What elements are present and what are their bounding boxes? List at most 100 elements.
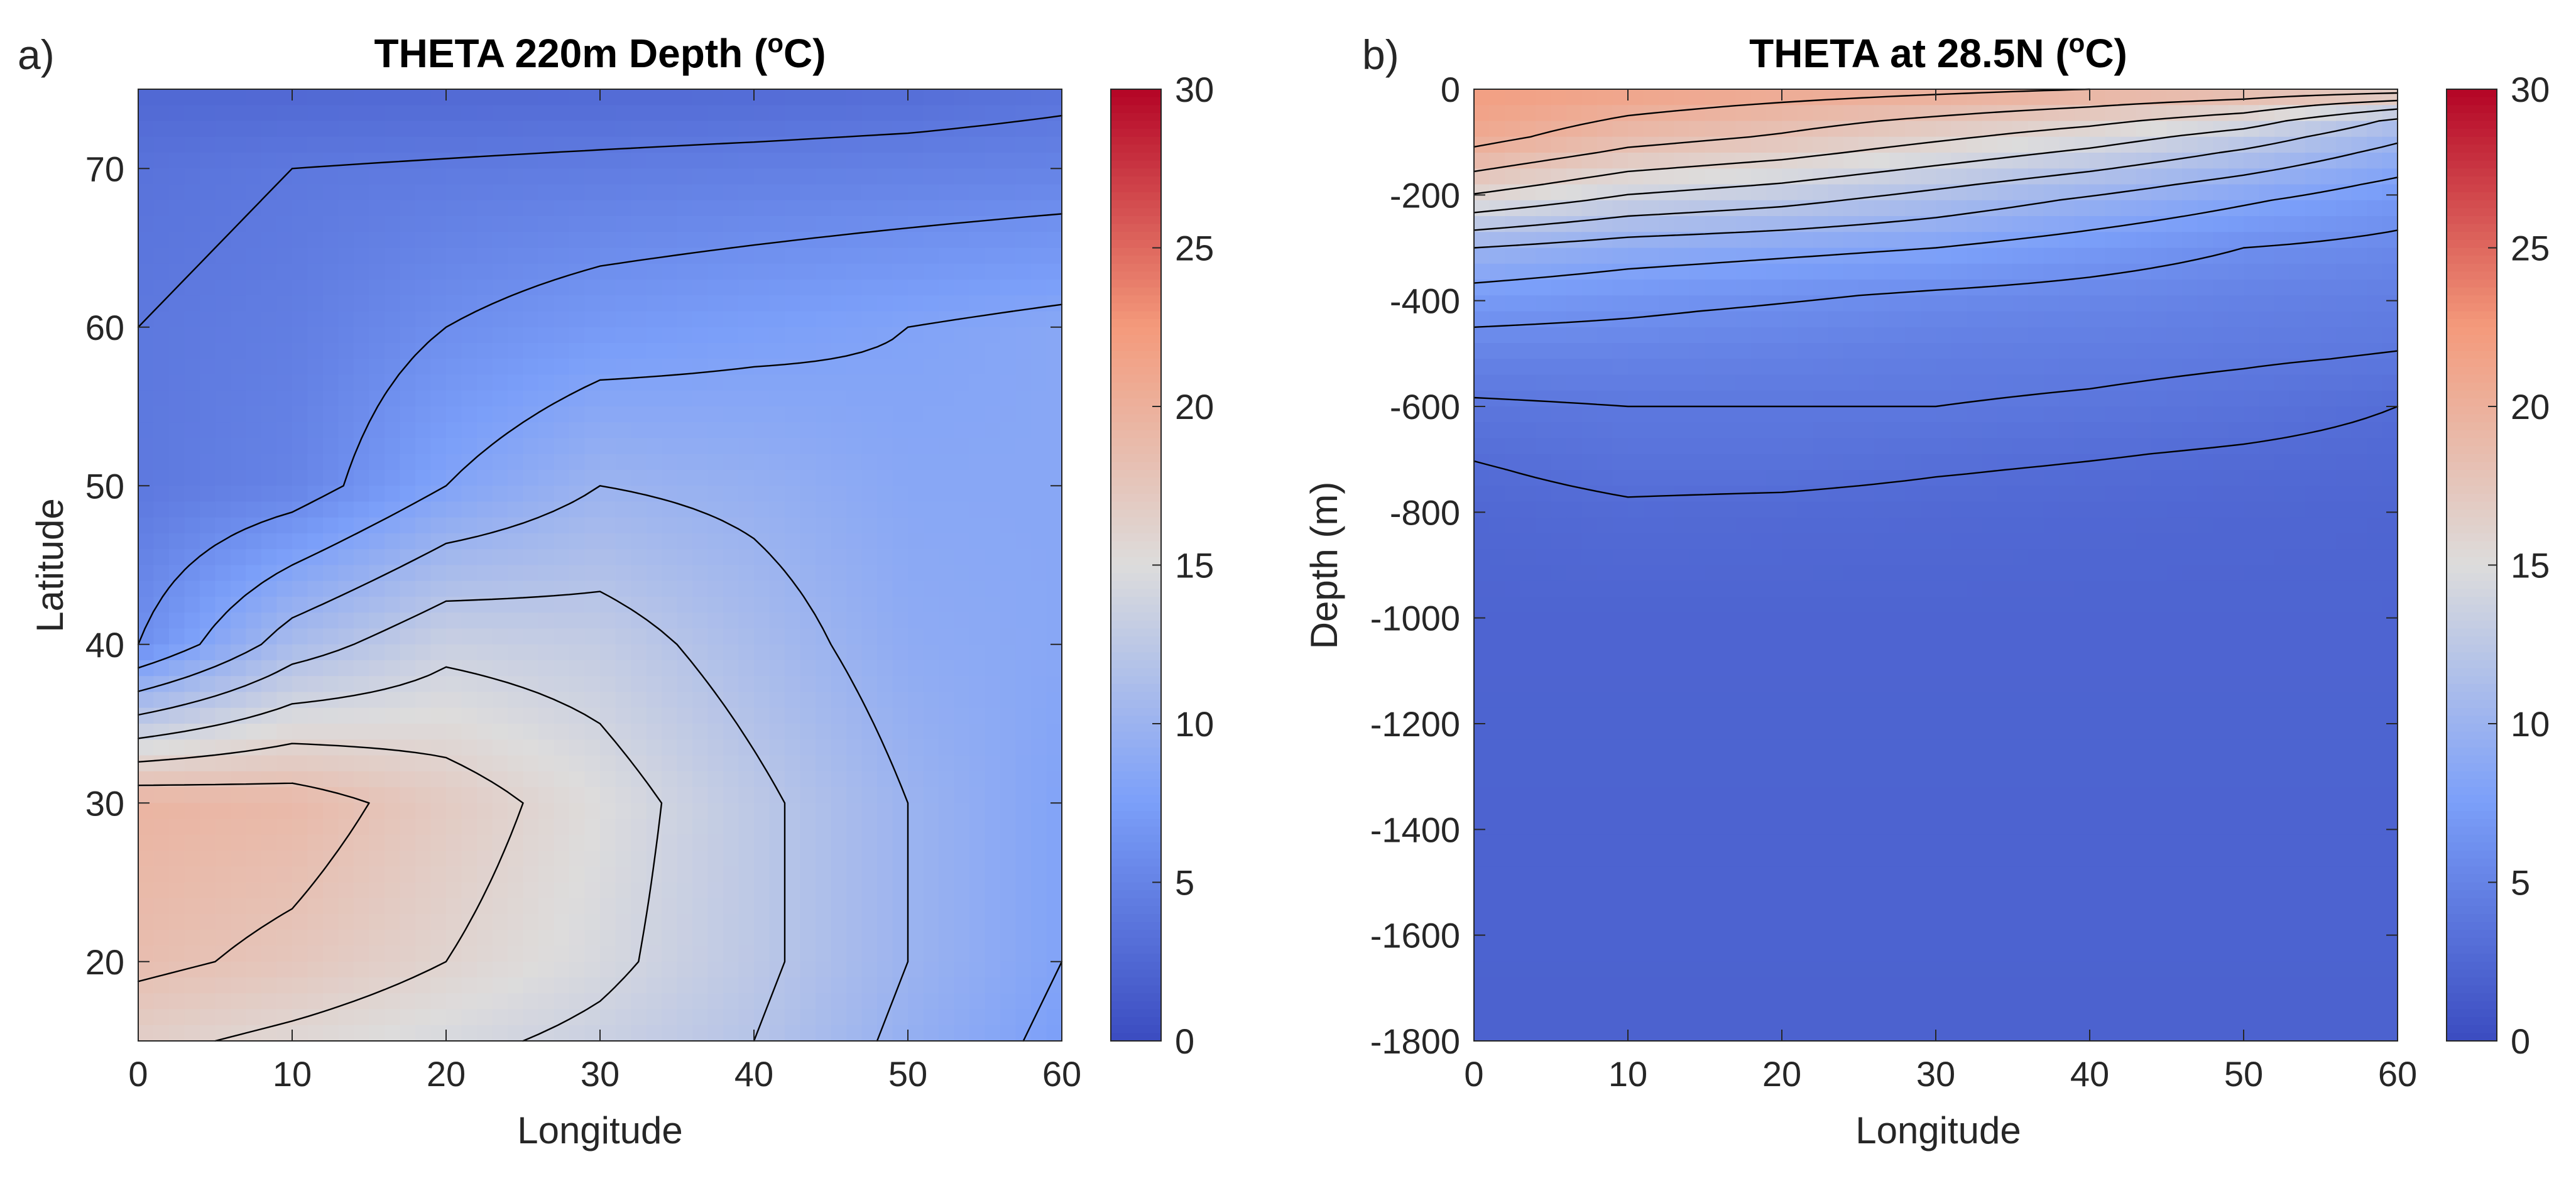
field-cell [1751,311,1767,328]
field-cell [292,819,308,835]
colorbar-swatch [1111,747,1161,756]
field-cell [261,851,278,867]
field-cell [985,216,1001,232]
field-cell [153,89,170,106]
field-cell [908,914,924,930]
colorbar-swatch [1111,192,1161,201]
field-cell [430,866,447,883]
y-tick-label: 70 [85,149,124,188]
field-cell [1766,327,1782,344]
field-cell [1551,343,1567,359]
field-cell [1031,1009,1047,1026]
field-cell [692,470,709,486]
field-cell [923,851,939,867]
field-cell [200,1009,216,1026]
field-cell [846,660,863,677]
field-cell [1015,248,1032,264]
field-cell [307,248,324,264]
field-cell [415,660,432,677]
field-cell [600,343,616,359]
field-cell [631,136,647,153]
field-cell [1643,327,1659,344]
field-cell [1689,327,1706,344]
field-cell [707,930,724,947]
field-cell [385,295,401,312]
field-cell [646,660,662,677]
field-cell [707,612,724,629]
field-cell [985,676,1001,693]
field-cell [985,660,1001,677]
field-cell [939,533,955,550]
field-cell [816,184,832,201]
field-cell [1046,105,1062,122]
field-cell [615,454,631,471]
field-cell [861,834,878,851]
field-cell [246,470,262,486]
field-cell [738,930,755,947]
field-cell [2320,280,2337,296]
field-cell [2259,248,2275,264]
field-cell [338,200,354,217]
field-cell [1015,724,1032,740]
field-cell [415,295,432,312]
field-cell [1766,232,1782,249]
field-cell [662,359,678,376]
field-cell [307,89,324,106]
field-cell [1951,168,1967,185]
field-cell [1843,390,1860,407]
field-cell [1643,153,1659,169]
field-cell [2136,200,2152,217]
field-cell [2028,263,2044,280]
field-cell [231,248,247,264]
field-cell [184,501,200,518]
field-cell [307,359,324,376]
field-cell [1689,216,1706,232]
field-cell [738,390,755,407]
field-cell [538,168,555,185]
field-cell [276,707,293,724]
field-cell [200,486,216,503]
field-cell [969,771,986,788]
field-cell [430,787,447,803]
field-cell [615,676,631,693]
field-cell [892,280,909,296]
field-cell [430,311,447,328]
field-cell [538,898,555,915]
field-cell [831,89,847,106]
field-cell [400,136,416,153]
field-cell [2090,121,2106,138]
field-cell [662,232,678,249]
field-cell [461,121,478,138]
field-cell [1843,168,1860,185]
field-cell [738,327,755,344]
field-cell [785,961,801,978]
field-cell [138,930,155,947]
field-cell [400,359,416,376]
field-cell [985,1009,1001,1026]
field-cell [231,803,247,820]
field-cell [338,168,354,185]
field-cell [707,105,724,122]
field-cell [2351,216,2367,232]
field-cell [738,914,755,930]
field-cell [554,517,570,534]
field-cell [646,692,662,709]
field-cell [492,105,508,122]
field-cell [2320,263,2337,280]
field-cell [354,945,370,962]
field-cell [816,993,832,1010]
field-cell [2166,359,2183,376]
field-cell [2090,311,2106,328]
field-cell [831,327,847,344]
field-cell [954,961,970,978]
field-cell [138,280,155,296]
field-cell [600,977,616,994]
field-cell [785,454,801,471]
field-cell [723,359,740,376]
field-cell [307,1025,324,1042]
field-cell [430,89,447,106]
y-tick-label: 20 [85,942,124,982]
field-cell [1843,280,1860,296]
field-cell [338,343,354,359]
field-cell [662,1009,678,1026]
